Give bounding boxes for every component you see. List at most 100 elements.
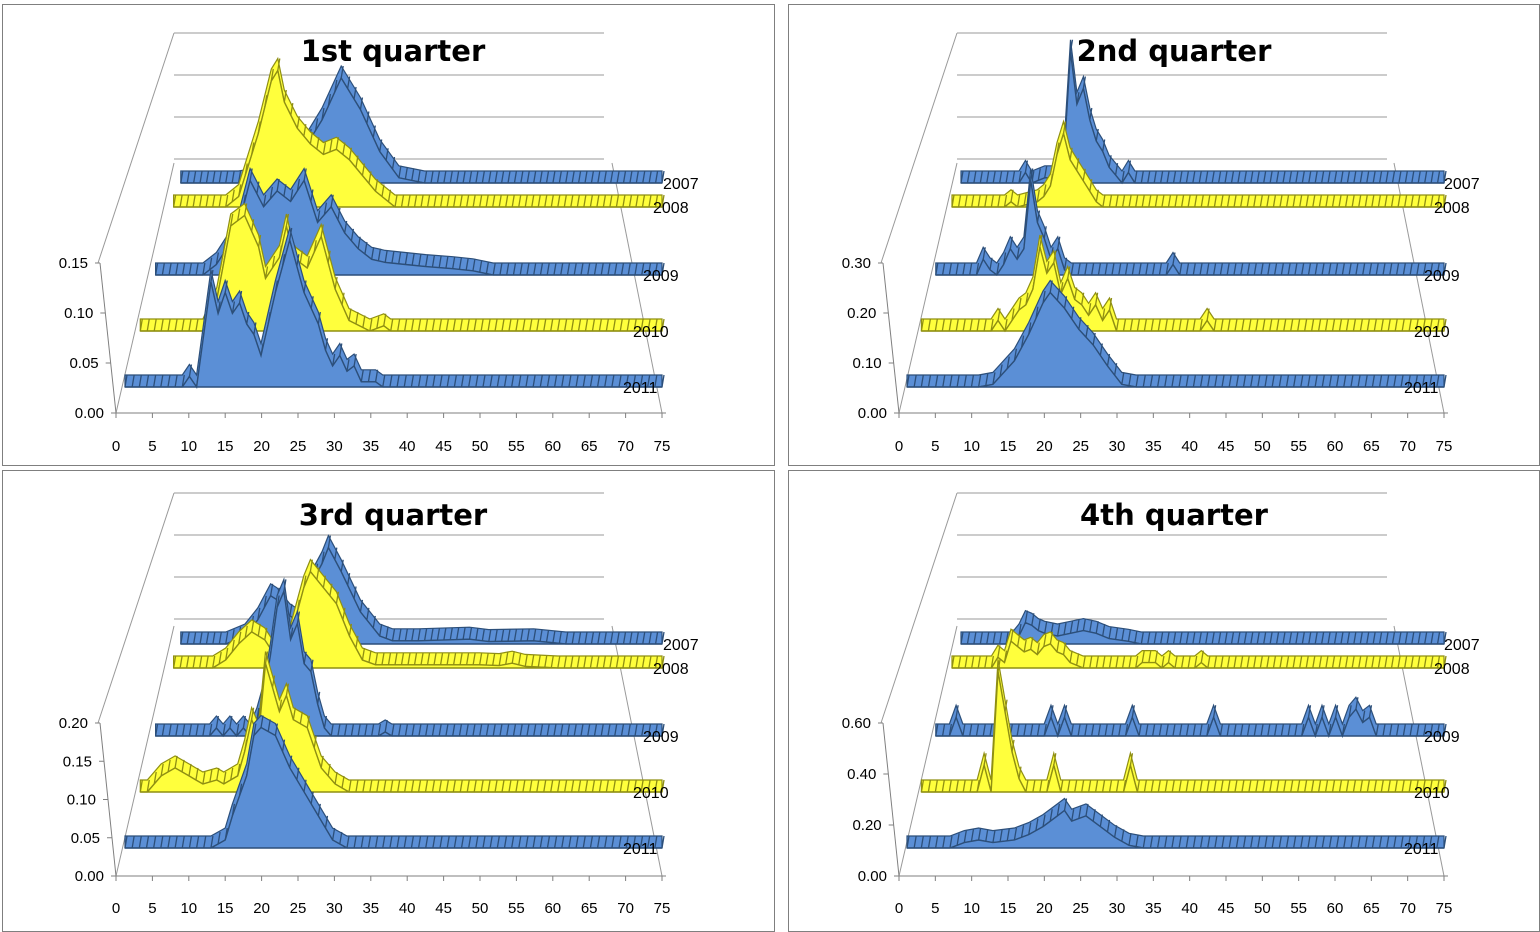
ribbon-stripe bbox=[973, 170, 977, 184]
ribbon-stripe bbox=[1352, 779, 1357, 793]
ribbon-stripe bbox=[1207, 194, 1211, 208]
ribbon-stripe bbox=[256, 181, 260, 194]
ribbon-stripe bbox=[124, 835, 128, 849]
ribbon-stripe bbox=[1314, 170, 1318, 184]
ribbon-stripe bbox=[1082, 168, 1086, 181]
ribbon-stripe bbox=[573, 262, 577, 276]
ribbon-stripe bbox=[453, 374, 458, 388]
ribbon-stripe bbox=[1436, 374, 1440, 388]
x-tick-label: 15 bbox=[217, 900, 234, 917]
ribbon-stripe bbox=[611, 835, 615, 849]
ribbon-stripe bbox=[998, 170, 1003, 184]
ribbon-stripe bbox=[316, 567, 320, 580]
ribbon-stripe bbox=[1328, 374, 1333, 388]
ribbon-stripe bbox=[1295, 170, 1299, 184]
ribbon-stripe bbox=[439, 652, 444, 665]
ribbon-stripe bbox=[989, 723, 993, 737]
ribbon-stripe bbox=[465, 257, 469, 271]
ribbon-stripe bbox=[480, 318, 484, 332]
ribbon-stripe bbox=[558, 631, 562, 644]
ribbon-stripe bbox=[458, 723, 463, 737]
ribbon-stripe bbox=[1267, 262, 1271, 276]
ribbon-stripe bbox=[576, 194, 580, 208]
ribbon-stripe bbox=[1129, 753, 1134, 766]
ribbon-stripe bbox=[590, 631, 595, 645]
ribbon-stripe bbox=[1031, 613, 1035, 626]
ribbon-stripe bbox=[1005, 631, 1009, 645]
ribbon-stripe bbox=[230, 213, 234, 227]
ribbon-stripe bbox=[543, 779, 547, 793]
ribbon-stripe bbox=[199, 655, 203, 669]
ribbon-stripe bbox=[949, 835, 953, 849]
ribbon-stripe bbox=[566, 262, 571, 276]
ribbon-stripe bbox=[1269, 631, 1273, 645]
ribbon-stripe bbox=[1158, 262, 1163, 276]
ribbon-stripe bbox=[598, 318, 603, 332]
ribbon-stripe bbox=[589, 655, 594, 669]
ribbon-stripe bbox=[1141, 194, 1145, 208]
ribbon-stripe bbox=[1226, 194, 1231, 208]
ribbon-stripe bbox=[357, 723, 361, 737]
ribbon-stripe bbox=[430, 170, 434, 184]
ribbon-stripes bbox=[960, 39, 1447, 184]
ribbon-stripe bbox=[1345, 318, 1350, 332]
ribbon-stripe bbox=[577, 631, 582, 645]
ribbon-stripe bbox=[1087, 303, 1092, 316]
ribbon-stripe bbox=[362, 779, 366, 793]
ribbon-stripe bbox=[181, 835, 185, 849]
ribbon-stripe bbox=[605, 779, 609, 793]
ribbon-stripe bbox=[635, 655, 639, 669]
ribbon-stripe bbox=[250, 219, 255, 232]
chart-q3: 3rd quarter 0.000.050.100.150.200 5 10 15 20… bbox=[59, 492, 699, 917]
ribbon-stripe bbox=[956, 374, 960, 388]
ribbon-stripe bbox=[1288, 631, 1293, 645]
ribbon-stripe bbox=[508, 318, 512, 332]
ribbon-stripe bbox=[323, 202, 328, 215]
ribbon-stripe bbox=[1207, 374, 1211, 388]
ribbon-stripe bbox=[271, 675, 276, 688]
ribbon-stripe bbox=[1113, 363, 1118, 376]
y-tick-label: 0.20 bbox=[59, 715, 88, 732]
ribbon-stripe bbox=[322, 142, 327, 155]
ribbon-stripe bbox=[1343, 374, 1347, 388]
ribbon-stripe bbox=[654, 318, 658, 332]
ribbon-stripe bbox=[1424, 631, 1428, 645]
ribbon-stripe bbox=[1340, 631, 1344, 645]
ribbon-stripe bbox=[264, 651, 269, 664]
ribbon-stripe bbox=[460, 835, 465, 849]
ribbon-stripe bbox=[1057, 236, 1061, 249]
ribbon-stripe bbox=[589, 835, 594, 849]
ribbon-stripe bbox=[146, 318, 150, 332]
ribbon-stripe bbox=[1185, 835, 1189, 849]
ribbon-stripe bbox=[468, 627, 473, 640]
ribbon-stripe bbox=[1307, 262, 1312, 276]
x-tick-label: 45 bbox=[435, 900, 452, 917]
wall-edge bbox=[97, 492, 175, 724]
ribbon-stripe bbox=[1352, 318, 1357, 332]
ribbon-stripe bbox=[1046, 261, 1050, 274]
ribbon-stripe bbox=[215, 715, 220, 729]
ribbon-stripe bbox=[1136, 779, 1141, 793]
ribbon-stripe bbox=[489, 374, 493, 388]
ribbon-stripe bbox=[244, 625, 248, 638]
ribbon-stripe bbox=[545, 170, 550, 184]
ribbon-stripe bbox=[1391, 170, 1396, 184]
ribbon-stripe bbox=[1108, 626, 1112, 639]
ribbon-stripe bbox=[550, 655, 554, 668]
ribbon-stripe bbox=[1292, 374, 1297, 388]
ribbon-stripe bbox=[250, 707, 255, 720]
x-tick-label: 40 bbox=[1181, 438, 1198, 455]
ribbon-stripe bbox=[1230, 631, 1235, 645]
ribbon-stripe bbox=[969, 262, 973, 276]
ribbon-stripe bbox=[366, 111, 370, 124]
ribbon-stripe bbox=[979, 631, 983, 645]
series-label: 2007 bbox=[1444, 176, 1480, 193]
series-2011 bbox=[906, 797, 1447, 849]
ribbon-stripe bbox=[1016, 634, 1021, 647]
ribbon-stripe bbox=[1295, 631, 1299, 645]
ribbon-stripe bbox=[1180, 194, 1185, 208]
ribbon-stripe bbox=[494, 170, 498, 184]
ribbon-stripe bbox=[335, 591, 340, 604]
ribbon-stripe bbox=[208, 257, 213, 270]
ribbon-stripe bbox=[1338, 655, 1342, 669]
